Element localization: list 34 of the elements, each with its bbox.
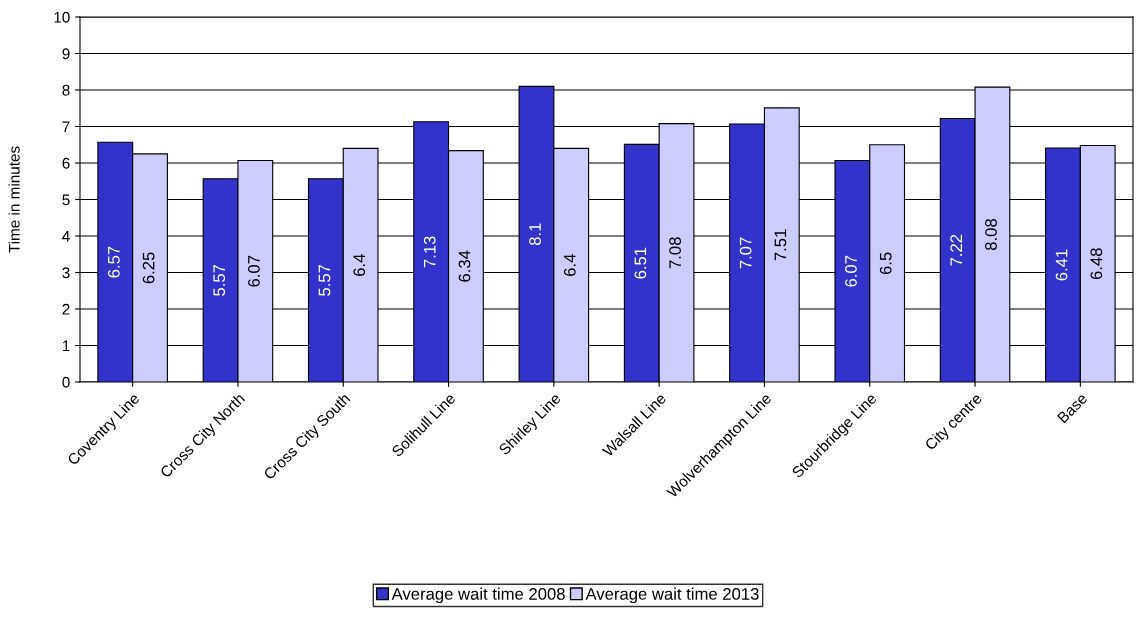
y-tick-label: 8 <box>62 84 70 96</box>
y-tick-label: 9 <box>62 48 70 60</box>
data-label: 6.57 <box>107 246 120 278</box>
data-label: 6.5 <box>879 252 892 275</box>
data-label: 8.1 <box>529 223 541 246</box>
y-tick-label: 7 <box>62 121 70 133</box>
data-label: 7.07 <box>739 237 752 269</box>
data-label: 6.34 <box>458 250 471 282</box>
y-tick-label: 3 <box>62 267 70 279</box>
data-label: 6.4 <box>353 254 366 276</box>
y-tick-label: 2 <box>62 303 70 315</box>
y-tick-label: 6 <box>62 157 70 169</box>
y-tick-label: 1 <box>62 340 70 352</box>
data-label: 7.22 <box>950 234 962 266</box>
data-label: 8.08 <box>985 219 997 251</box>
data-label: 6.07 <box>248 255 260 287</box>
data-label: 6.51 <box>634 247 647 279</box>
data-label: 6.41 <box>1055 249 1068 281</box>
data-label: 6.07 <box>845 255 857 287</box>
legend-label: Average wait time 2008 <box>391 587 565 604</box>
y-tick-label: 4 <box>62 231 70 242</box>
y-tick-label: 5 <box>62 194 70 206</box>
legend-label: Average wait time 2013 <box>585 587 759 604</box>
data-label: 6.4 <box>563 254 576 276</box>
data-label: 7.51 <box>774 229 787 261</box>
y-axis-title: Time in minutes <box>8 146 20 253</box>
data-label: 5.57 <box>213 264 226 296</box>
y-tick-label: 10 <box>54 11 70 23</box>
y-tick-label: 0 <box>62 376 70 388</box>
data-label: 7.13 <box>423 236 436 268</box>
data-label: 7.08 <box>669 237 681 269</box>
data-label: 6.48 <box>1090 248 1103 280</box>
data-label: 5.57 <box>318 264 331 296</box>
data-label: 6.25 <box>142 252 155 284</box>
